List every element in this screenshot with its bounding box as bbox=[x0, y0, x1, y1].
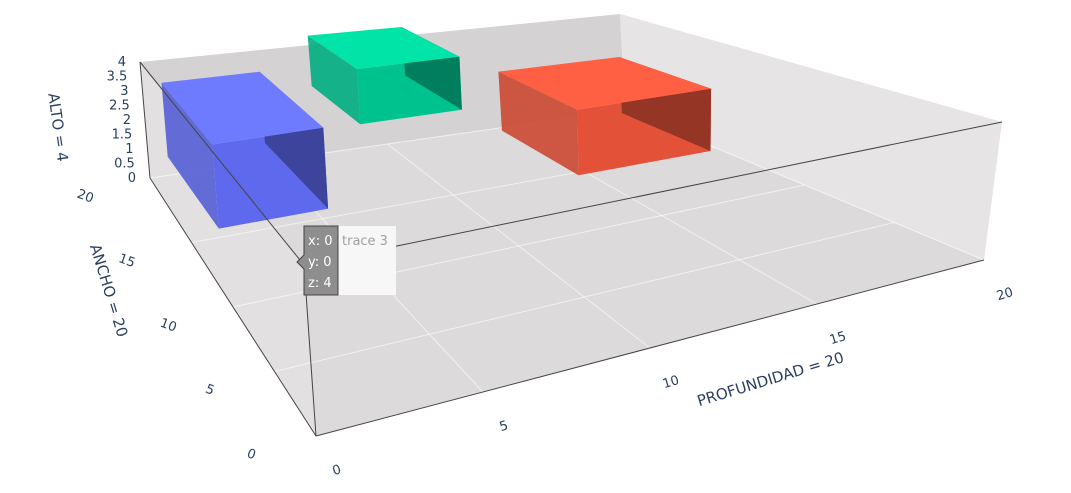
spikeline bbox=[303, 121, 1003, 266]
z-tick-label: 3 bbox=[120, 84, 128, 99]
x-axis-title: PROFUNDIDAD = 20 bbox=[695, 348, 846, 410]
x-tick-label: 5 bbox=[498, 418, 510, 435]
mesh-box-3[interactable] bbox=[498, 57, 712, 176]
z-tick-label: 2 bbox=[123, 113, 131, 128]
box-left-face bbox=[498, 71, 579, 176]
y-tick-label: 0 bbox=[245, 446, 258, 463]
y-tick-label: 20 bbox=[75, 187, 96, 207]
y-gridline bbox=[274, 222, 895, 372]
z-axis-title: ALTO = 4 bbox=[44, 92, 71, 163]
right-wall bbox=[620, 14, 1002, 260]
mesh-boxes[interactable] bbox=[161, 27, 712, 229]
box-top-face bbox=[161, 71, 324, 145]
axis-line bbox=[149, 177, 317, 437]
mesh-box-1[interactable] bbox=[161, 71, 329, 229]
spikeline bbox=[139, 61, 305, 266]
x-tick-label: 15 bbox=[828, 329, 848, 348]
z-tick-label: 1.5 bbox=[112, 128, 133, 143]
x-tick-label: 10 bbox=[661, 373, 681, 392]
z-tick-label: 4 bbox=[118, 55, 126, 70]
z-tick-label: 3.5 bbox=[107, 70, 128, 85]
y-tick-label: 5 bbox=[203, 382, 216, 399]
hover-value-box bbox=[296, 225, 339, 296]
y-tick-label: 15 bbox=[116, 251, 137, 271]
z-tick-label: 2.5 bbox=[109, 99, 130, 114]
box-left-face bbox=[161, 82, 219, 229]
box-left-face bbox=[307, 35, 361, 125]
z-tick-label: 0.5 bbox=[114, 157, 135, 172]
z-tick-label: 1 bbox=[125, 142, 133, 157]
x-tick-label: 0 bbox=[331, 462, 343, 479]
hover-x-value: x: 0 bbox=[308, 234, 332, 249]
hover-z-value: z: 4 bbox=[308, 276, 332, 291]
y-tick-label: 10 bbox=[158, 316, 179, 336]
axis-line bbox=[315, 259, 985, 437]
hover-y-value: y: 0 bbox=[308, 255, 332, 270]
box-top-face bbox=[307, 27, 460, 70]
hover-trace-name: trace 3 bbox=[342, 234, 388, 249]
hover-tooltip: x: 0 y: 0 z: 4 trace 3 bbox=[296, 225, 396, 296]
x-tick-label: 20 bbox=[995, 285, 1015, 304]
axis-line bbox=[139, 61, 151, 179]
box-top-face bbox=[498, 57, 712, 110]
z-tick-label: 0 bbox=[128, 171, 136, 186]
hover-name-box bbox=[337, 226, 396, 295]
mesh-box-2[interactable] bbox=[307, 27, 462, 125]
